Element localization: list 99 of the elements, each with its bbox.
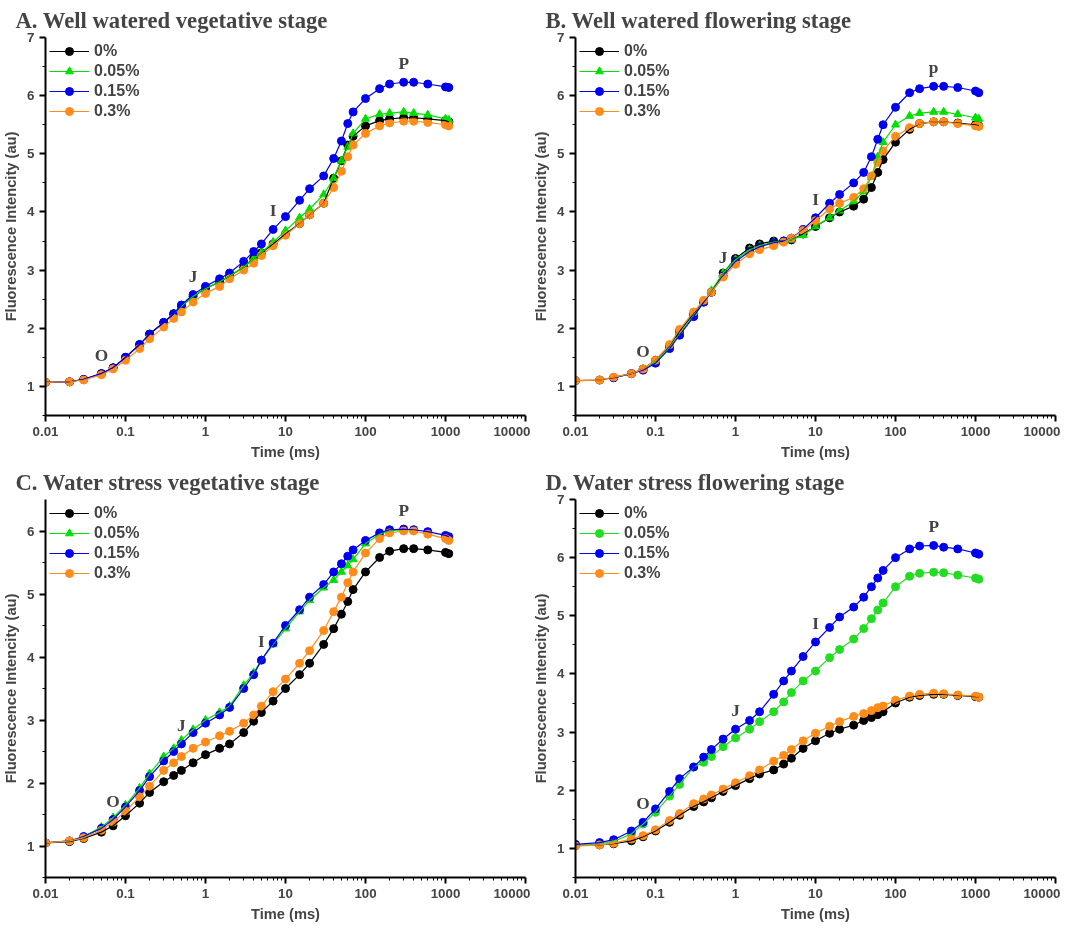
annotation: P [928, 517, 940, 537]
x-axis-title: Time (ms) [251, 905, 321, 922]
x-tick-label: 0.01 [562, 423, 590, 439]
y-tick-label: 7 [557, 30, 565, 45]
legend-label: 0.15% [624, 544, 670, 562]
y-tick-label: 1 [557, 840, 566, 856]
y-tick-label: 3 [27, 712, 35, 728]
x-tick-label: 1000 [960, 885, 991, 901]
annotation: I [812, 189, 820, 209]
x-tick-label: 10 [808, 423, 823, 439]
y-tick-label: 4 [27, 204, 36, 220]
annotation: P [398, 501, 410, 521]
y-tick-label: 2 [557, 320, 565, 336]
annotation: I [258, 632, 266, 652]
y-tick-label: 7 [27, 30, 35, 45]
x-tick-label: 1 [201, 885, 210, 901]
x-tick-label: 10000 [1023, 885, 1061, 901]
annotation: P [398, 54, 410, 74]
y-tick-label: 4 [557, 666, 566, 682]
legend-label: 0.3% [624, 102, 661, 120]
y-tick-label: 5 [27, 586, 36, 602]
annotation: I [812, 613, 820, 633]
y-tick-label: 3 [557, 724, 565, 740]
legend-label: 0.15% [94, 544, 140, 562]
x-axis-title: Time (ms) [781, 443, 851, 460]
x-tick-label: 100 [354, 885, 377, 901]
y-tick-label: 7 [557, 492, 565, 507]
x-tick-label: 0.01 [562, 885, 590, 901]
legend-label: 0.3% [624, 564, 661, 582]
x-tick-label: 1 [731, 885, 740, 901]
x-tick-label: 10 [808, 885, 823, 901]
annotation: O [636, 342, 650, 362]
y-tick-label: 5 [27, 146, 36, 162]
y-axis-title: Fluorescence Intencity (au) [533, 593, 550, 784]
x-tick-label: 10000 [1023, 423, 1061, 439]
y-tick-label: 3 [557, 262, 565, 278]
y-tick-label: 4 [557, 204, 566, 220]
x-tick-label: 0.1 [646, 885, 666, 901]
legend-label: 0.05% [624, 62, 670, 80]
annotation: J [718, 247, 728, 267]
x-tick-label: 1000 [430, 423, 461, 439]
y-tick-label: 2 [27, 775, 35, 791]
annotation: J [177, 715, 187, 735]
legend-label: 0% [624, 504, 648, 522]
y-tick-label: 5 [557, 146, 566, 162]
x-axis-title: Time (ms) [781, 905, 851, 922]
x-tick-label: 0.1 [116, 423, 136, 439]
legend-label: 0.3% [94, 102, 131, 120]
annotation: J [188, 266, 198, 286]
legend-label: 0.05% [94, 524, 140, 542]
y-tick-label: 1 [27, 378, 36, 394]
x-tick-label: 0.1 [646, 423, 666, 439]
legend-label: 0.3% [94, 564, 131, 582]
x-tick-label: 0.01 [32, 885, 60, 901]
y-tick-label: 6 [27, 523, 35, 539]
x-tick-label: 1000 [960, 423, 991, 439]
x-tick-label: 100 [884, 885, 907, 901]
legend-label: 0.05% [94, 62, 140, 80]
chart-title: B. Well watered flowering stage [545, 7, 852, 33]
y-tick-label: 3 [27, 262, 35, 278]
x-tick-label: 10 [278, 885, 293, 901]
y-axis-title: Fluorescence Intencity (au) [3, 131, 20, 322]
legend-label: 0.15% [624, 82, 670, 100]
x-axis-title: Time (ms) [251, 443, 321, 460]
x-tick-label: 100 [354, 423, 377, 439]
x-tick-label: 1 [731, 423, 740, 439]
legend-label: 0.15% [94, 82, 140, 100]
legend-label: 0.05% [624, 524, 670, 542]
x-tick-label: 0.01 [32, 423, 60, 439]
x-tick-label: 100 [884, 423, 907, 439]
y-tick-label: 4 [27, 649, 36, 665]
annotation: J [731, 701, 741, 721]
x-tick-label: 10000 [493, 885, 531, 901]
y-axis-title: Fluorescence Intencity (au) [3, 593, 20, 784]
y-axis-title: Fluorescence Intencity (au) [533, 131, 550, 322]
chart-title: A. Well watered vegetative stage [15, 7, 328, 33]
legend-label: 0% [624, 42, 648, 60]
annotation: O [636, 794, 650, 814]
y-tick-label: 5 [557, 608, 566, 624]
chart-title: D. Water stress flowering stage [545, 469, 845, 495]
annotation: I [269, 201, 277, 221]
legend-label: 0% [94, 42, 118, 60]
x-tick-label: 10 [278, 423, 293, 439]
annotation: O [106, 791, 120, 811]
x-tick-label: 1 [201, 423, 210, 439]
y-tick-label: 1 [27, 838, 36, 854]
annotation: O [94, 345, 109, 365]
y-tick-label: 2 [27, 320, 35, 336]
chart-title: C. Water stress vegetative stage [15, 469, 320, 495]
x-tick-label: 10000 [493, 423, 531, 439]
annotation: p [928, 58, 939, 78]
y-tick-label: 2 [557, 782, 565, 798]
y-tick-label: 6 [27, 88, 35, 104]
y-tick-label: 1 [557, 378, 566, 394]
legend-label: 0% [94, 504, 118, 522]
x-tick-label: 1000 [430, 885, 461, 901]
y-tick-label: 6 [557, 88, 565, 104]
y-tick-label: 6 [557, 550, 565, 566]
x-tick-label: 0.1 [116, 885, 136, 901]
